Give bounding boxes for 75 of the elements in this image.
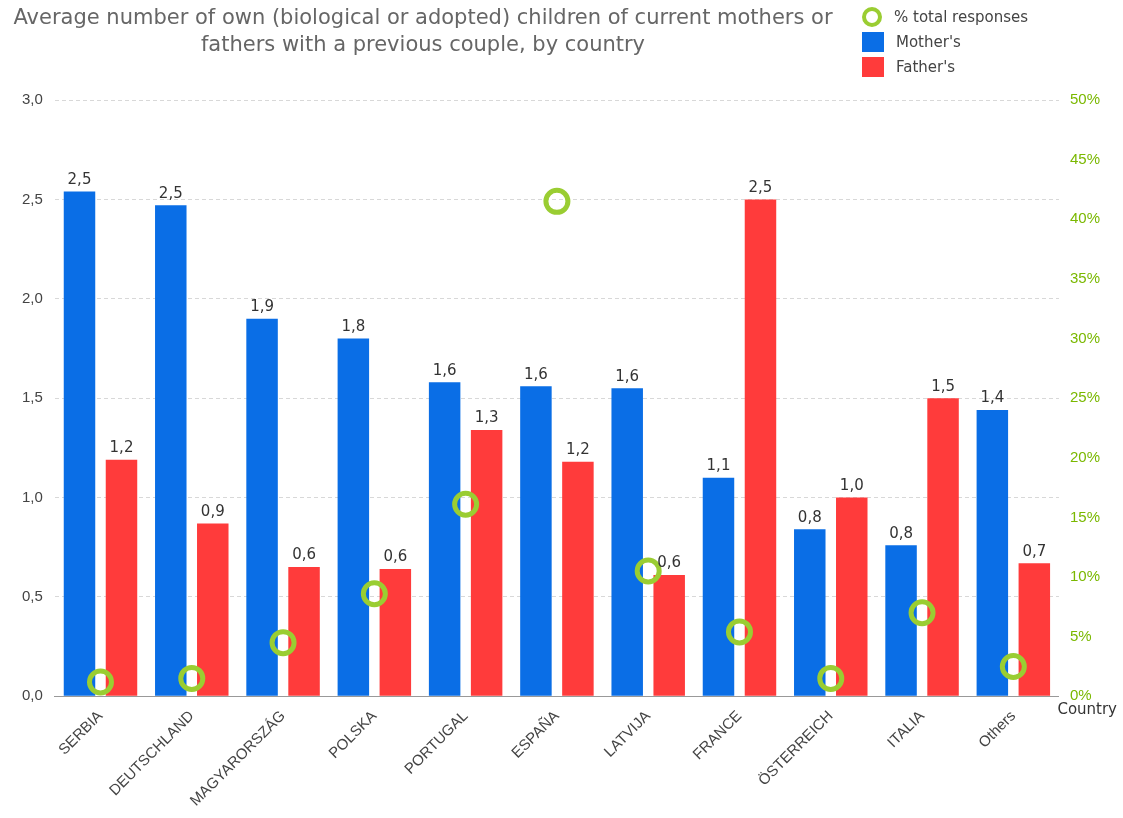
bar: [976, 410, 1009, 696]
y-tick-label: 2,0: [21, 288, 43, 306]
bar: [1018, 563, 1051, 696]
data-label: 0,9: [200, 501, 225, 520]
bar: [105, 459, 138, 696]
bar: [288, 567, 320, 696]
y-tick-label: 3,0: [21, 90, 43, 108]
data-label: 0,7: [1022, 541, 1047, 560]
chart-title: Average number of own (biological or adopted) children of current mothers or fathers with a previous couple, by country: [12, 4, 834, 58]
data-label: 1,9: [250, 297, 274, 316]
data-label: 1,6: [615, 366, 640, 385]
bar: [653, 575, 685, 696]
point: [178, 664, 206, 692]
bar: [379, 569, 412, 696]
y-tick-label: 2,5: [21, 189, 43, 207]
point: [543, 187, 571, 215]
y2-tick-label: 15%: [1069, 507, 1101, 525]
legend-label: Mother's: [896, 32, 961, 51]
point: [725, 618, 753, 646]
legend-label: % total responses: [894, 7, 1029, 26]
data-label: 1,6: [523, 364, 548, 383]
y2-tick-label: 5%: [1069, 626, 1092, 644]
point: [999, 652, 1027, 680]
y2-tick-label: 20%: [1069, 447, 1101, 465]
bar: [520, 386, 552, 696]
bar: [611, 388, 643, 696]
bar: [744, 199, 777, 696]
bar: [63, 191, 96, 696]
data-label: 1,4: [980, 388, 1005, 407]
y-tick-label: 0,0: [21, 686, 43, 704]
point: [360, 580, 388, 608]
bar: [246, 318, 278, 696]
data-label: 0,6: [383, 547, 408, 566]
data-label: 0,8: [889, 523, 913, 542]
bar: [197, 523, 229, 696]
data-label: 1,2: [565, 440, 590, 459]
data-label: 2,5: [748, 177, 773, 196]
y2-tick-label: 50%: [1069, 90, 1101, 108]
bar: [470, 429, 503, 696]
data-label: 0,6: [292, 545, 316, 564]
y2-tick-label: 30%: [1069, 328, 1101, 346]
bar: [702, 477, 735, 696]
y2-tick-label: 35%: [1069, 269, 1101, 287]
bar: [794, 529, 826, 696]
legend-label: Father's: [896, 57, 956, 76]
y-tick-label: 0,5: [21, 587, 43, 605]
y2-tick-label: 25%: [1069, 388, 1101, 406]
bar: [337, 338, 370, 696]
point: [269, 629, 297, 657]
bar: [885, 545, 917, 696]
y-tick-label: 1,5: [21, 388, 43, 406]
data-label: 1,1: [706, 456, 731, 475]
data-label: 1,3: [474, 408, 499, 427]
data-label: 1,8: [341, 316, 366, 335]
data-label: 2,5: [158, 183, 183, 202]
data-label: 1,2: [109, 438, 134, 457]
point: [908, 599, 936, 627]
bar: [155, 205, 187, 696]
bar: [428, 382, 461, 696]
bar: [562, 461, 594, 696]
bar: [836, 497, 868, 696]
y-tick-label: 1,0: [21, 487, 43, 505]
data-label: 0,6: [657, 553, 682, 572]
data-label: 1,5: [931, 376, 955, 395]
point: [86, 668, 114, 696]
data-label: 0,8: [797, 507, 822, 526]
y2-tick-label: 10%: [1069, 567, 1101, 585]
bar: [927, 398, 959, 696]
data-label: 1,0: [839, 475, 864, 494]
data-label: 1,6: [432, 360, 457, 379]
y2-tick-label: 45%: [1069, 149, 1101, 167]
y2-tick-label: 40%: [1069, 209, 1101, 227]
point: [817, 664, 845, 692]
point: [452, 490, 480, 518]
data-label: 2,5: [67, 169, 92, 188]
